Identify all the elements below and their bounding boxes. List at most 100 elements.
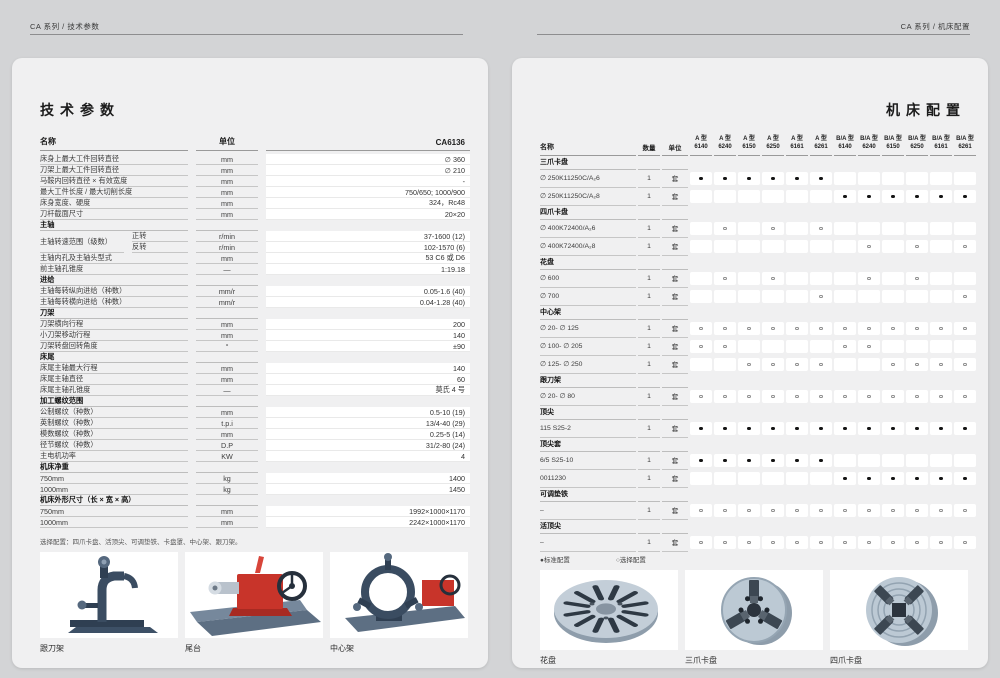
config-cell xyxy=(930,452,952,470)
config-section-empty-cell xyxy=(810,406,832,420)
spec-section-unit-cell xyxy=(196,275,258,286)
config-cell xyxy=(882,338,904,356)
config-cell-box xyxy=(738,172,760,186)
config-cell xyxy=(738,452,760,470)
optional-mark xyxy=(747,394,751,399)
config-cell-box xyxy=(714,190,736,204)
config-cell-box xyxy=(858,272,880,286)
optional-mark xyxy=(723,326,727,331)
spec-unit: mm xyxy=(196,154,258,165)
config-section-empty-cell xyxy=(906,520,928,534)
config-cell xyxy=(834,238,856,256)
spec-name: 刀架横向行程 xyxy=(40,319,188,330)
config-cell xyxy=(930,288,952,306)
legend: ●标准配置 ○选择配置 xyxy=(540,554,692,564)
config-cell xyxy=(954,338,976,356)
config-cell xyxy=(810,388,832,406)
config-section-empty-cell xyxy=(690,488,712,502)
config-cell xyxy=(954,188,976,206)
config-section-empty-cell xyxy=(858,374,880,388)
config-cell xyxy=(882,534,904,552)
config-cell-box xyxy=(882,322,904,336)
config-cell xyxy=(762,502,784,520)
breadcrumb-left: CA 系列 / 技术参数 xyxy=(30,22,100,31)
spec-section-unit-cell xyxy=(196,462,258,473)
model-code: 6240 xyxy=(718,143,732,150)
config-cell xyxy=(786,420,808,438)
model-code: 6240 xyxy=(862,143,876,150)
spec-section-value-cell xyxy=(266,220,470,231)
spec-unit: mm/r xyxy=(196,297,258,308)
spec-row: 公制螺纹（种数） mm 0.5-10 (19) xyxy=(40,407,470,418)
config-cell-box xyxy=(810,222,832,236)
spec-unit: ° xyxy=(196,341,258,352)
spec-subrow: 正转 r/min 37-1600 (12) xyxy=(132,231,470,242)
spec-name: 主轴内孔及主轴头型式 xyxy=(40,253,188,264)
config-cell xyxy=(738,238,760,256)
spec-name: 主轴每转纵向进给（种数） xyxy=(40,286,188,297)
config-section-empty-cell xyxy=(762,206,784,220)
config-cell xyxy=(906,188,928,206)
config-section-empty-cell xyxy=(882,374,904,388)
config-section-empty-cell xyxy=(930,438,952,452)
config-cell xyxy=(906,170,928,188)
config-section-qty-cell xyxy=(638,306,660,320)
config-cell-box xyxy=(906,222,928,236)
config-cell-box xyxy=(762,358,784,372)
spec-value: 750/650; 1000/900 xyxy=(266,187,470,198)
config-cell xyxy=(882,420,904,438)
config-cell xyxy=(906,388,928,406)
config-cell xyxy=(738,502,760,520)
config-cell-box xyxy=(834,472,856,486)
config-section-empty-cell xyxy=(954,438,976,452)
spec-value: 200 xyxy=(266,319,470,330)
config-cell xyxy=(906,220,928,238)
standard-mark xyxy=(915,476,919,481)
optional-mark xyxy=(795,540,799,545)
config-cell xyxy=(930,270,952,288)
steady-rest-image xyxy=(345,553,465,632)
config-cell xyxy=(714,220,736,238)
config-cell-box xyxy=(762,390,784,404)
spec-row: 床身宽度、硬度 mm 324，Rc48 xyxy=(40,198,470,209)
config-cell-box xyxy=(930,390,952,404)
standard-mark xyxy=(843,426,847,431)
config-cell-box xyxy=(930,190,952,204)
config-item-name: ∅ 700 xyxy=(540,288,636,306)
config-section-empty-cell xyxy=(786,488,808,502)
standard-mark xyxy=(963,426,967,431)
config-cell-box xyxy=(882,222,904,236)
optional-mark xyxy=(723,276,727,281)
config-section-empty-cell xyxy=(906,256,928,270)
spec-group-subrows: 正转 r/min 37-1600 (12) 反转 r/min 102-1570 (6) xyxy=(132,231,470,253)
config-cell-box xyxy=(690,454,712,468)
config-cell-box xyxy=(714,322,736,336)
config-cell-box xyxy=(882,390,904,404)
spec-section-row: 床尾 xyxy=(40,352,470,363)
config-cell-box xyxy=(714,358,736,372)
config-item-name: ∅ 20- ∅ 125 xyxy=(540,320,636,338)
config-row: –1 套 xyxy=(540,502,976,520)
config-cell-box xyxy=(714,536,736,550)
left-page-title: 技术参数 xyxy=(40,102,120,118)
spec-unit: KW xyxy=(196,451,258,462)
spec-row: 1000mm mm 2242×1000×1170 xyxy=(40,517,470,528)
spec-name: 前主轴孔锥度 xyxy=(40,264,188,275)
config-cell xyxy=(762,470,784,488)
optional-mark xyxy=(723,540,727,545)
config-item-unit: 套 xyxy=(662,452,688,470)
optional-mark xyxy=(771,394,775,399)
config-section-empty-cell xyxy=(738,488,760,502)
config-cell xyxy=(714,470,736,488)
optional-mark xyxy=(795,394,799,399)
config-section-qty-cell xyxy=(638,438,660,452)
optional-mark xyxy=(843,394,847,399)
config-section-empty-cell xyxy=(930,520,952,534)
config-cell xyxy=(930,338,952,356)
spec-table-header: 名称 单位 CA6136 xyxy=(40,136,470,154)
config-cell-box xyxy=(954,290,976,304)
config-cell xyxy=(954,288,976,306)
standard-mark xyxy=(939,426,943,431)
config-cell-box xyxy=(786,454,808,468)
config-section-empty-cell xyxy=(810,488,832,502)
